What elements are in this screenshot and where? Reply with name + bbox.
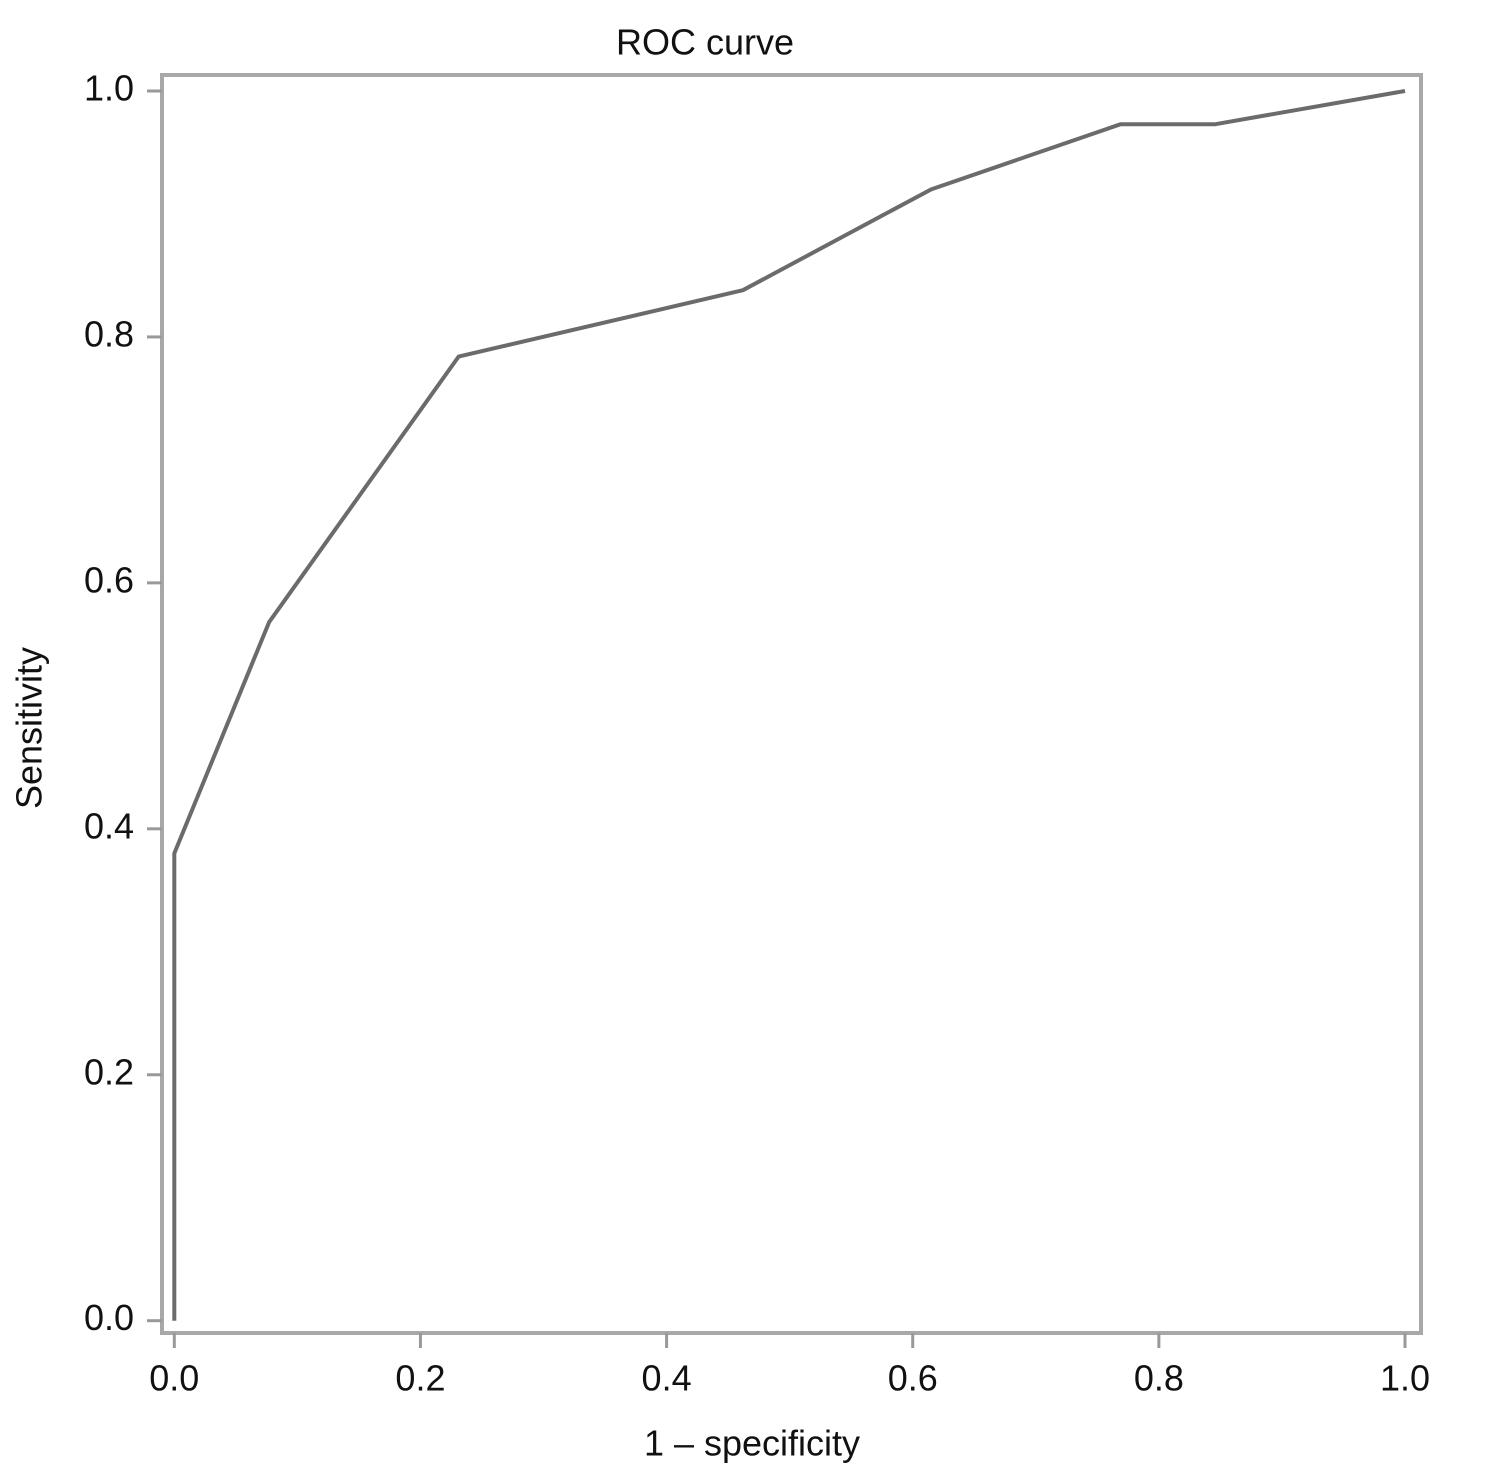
x-tick-label: 0.4 (642, 1358, 692, 1399)
x-tick-label: 0.8 (1134, 1358, 1184, 1399)
y-tick-label: 0.6 (84, 559, 134, 600)
x-tick-label: 1.0 (1380, 1358, 1430, 1399)
y-tick-label: 0.4 (84, 805, 134, 846)
chart-title: ROC curve (616, 22, 794, 63)
y-tick-label: 1.0 (84, 68, 134, 109)
y-tick-label: 0.0 (84, 1297, 134, 1338)
x-tick-label: 0.0 (149, 1358, 199, 1399)
y-tick-label: 0.8 (84, 313, 134, 354)
x-tick-label: 0.6 (888, 1358, 938, 1399)
plot-frame (160, 73, 1423, 1335)
roc-line (172, 89, 1406, 1321)
x-axis-label: 1 – specificity (644, 1423, 860, 1464)
x-tick-label: 0.2 (395, 1358, 445, 1399)
y-tick-label: 0.2 (84, 1051, 134, 1092)
y-axis-label: Sensitivity (9, 647, 50, 809)
